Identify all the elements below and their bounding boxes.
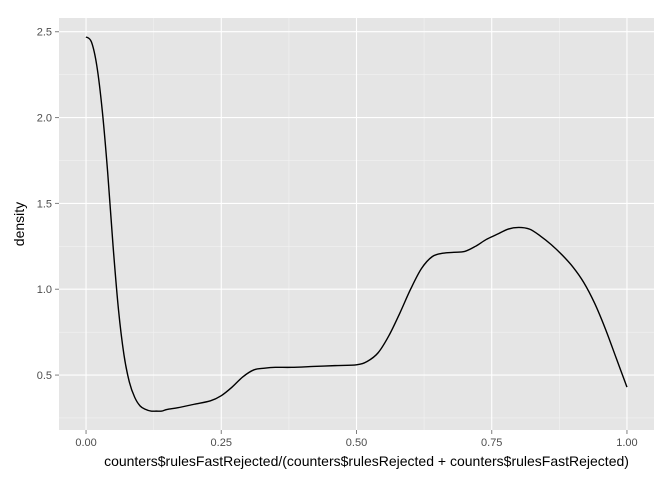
x-tick-label: 0.50 [346, 437, 367, 449]
x-axis-title: counters$rulesFastRejected/(counters$rul… [104, 453, 629, 469]
y-axis-title: density [11, 202, 27, 246]
y-axis: 0.5 1.0 1.5 2.0 2.5 [37, 27, 59, 382]
x-tick-label: 0.00 [75, 437, 96, 449]
y-tick-label: 0.5 [37, 370, 52, 382]
x-tick-label: 1.00 [616, 437, 637, 449]
y-tick-label: 2.5 [37, 27, 52, 39]
y-tick-label: 2.0 [37, 113, 52, 125]
major-gridlines [59, 18, 654, 430]
y-tick-label: 1.0 [37, 284, 52, 296]
x-tick-label: 0.75 [481, 437, 502, 449]
x-axis: 0.00 0.25 0.50 0.75 1.00 [75, 430, 638, 449]
x-tick-label: 0.25 [211, 437, 232, 449]
y-tick-label: 1.5 [37, 198, 52, 210]
density-curve [85, 36, 628, 412]
